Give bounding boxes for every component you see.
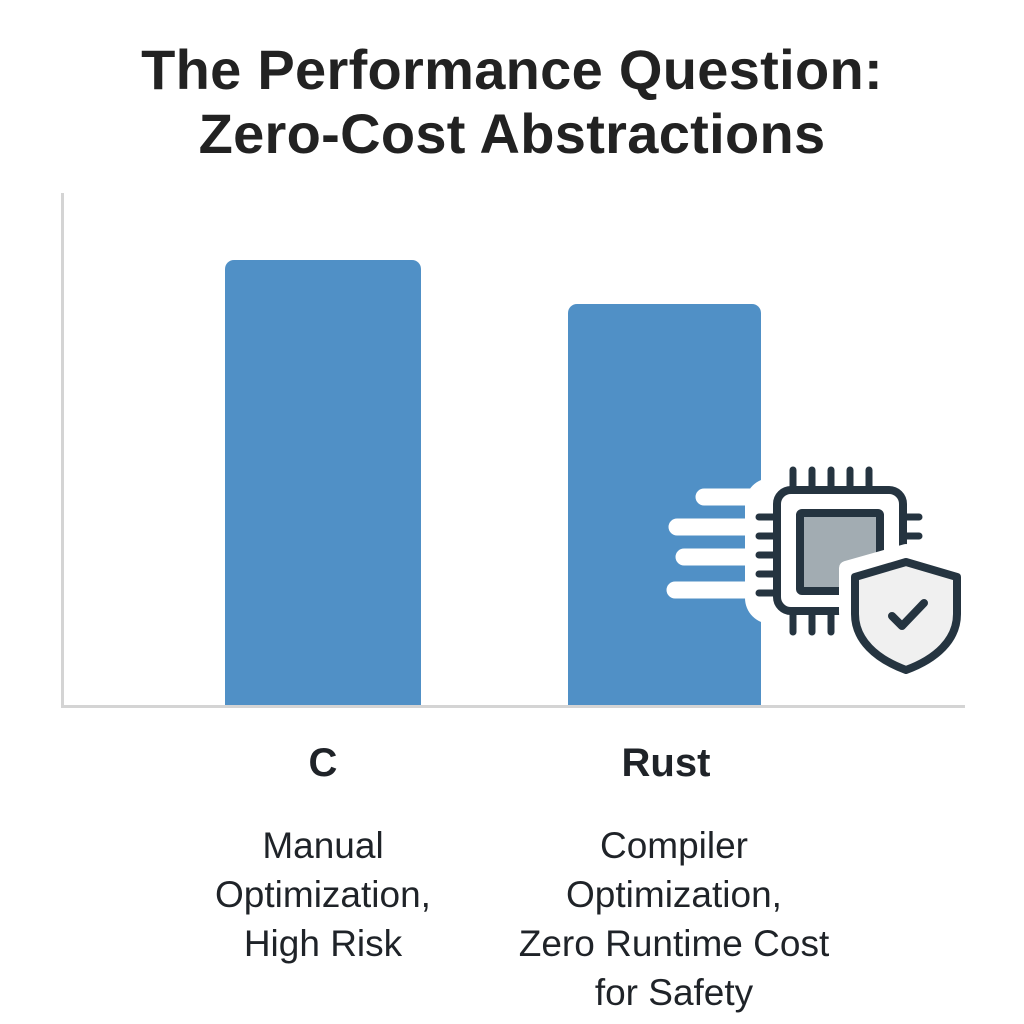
category-description-rust: Compiler Optimization, Zero Runtime Cost…: [474, 821, 874, 1017]
description-c-line-1: Manual: [262, 825, 384, 866]
description-c-line-2: Optimization,: [215, 874, 431, 915]
chip-core-icon: [796, 509, 884, 595]
chart-title: The Performance Question: Zero-Cost Abst…: [0, 38, 1024, 166]
description-rust-line-4: for Safety: [594, 972, 754, 1013]
bar-c: [225, 260, 421, 705]
category-description-c: Manual Optimization, High Risk: [143, 821, 503, 968]
category-label-c: C: [308, 741, 338, 785]
chip-pins-icon: [755, 466, 923, 636]
description-rust-line-3: Zero Runtime Cost: [518, 923, 830, 964]
description-rust-line-1: Compiler: [599, 825, 749, 866]
chart-title-line-1: The Performance Question:: [141, 38, 883, 101]
shield-icon: [851, 558, 961, 674]
y-axis: [61, 193, 64, 708]
description-c-line-3: High Risk: [243, 923, 403, 964]
chart-title-line-2: Zero-Cost Abstractions: [198, 102, 826, 165]
bar-rust: [568, 304, 761, 705]
x-axis: [61, 705, 965, 708]
chip-body-icon: [773, 486, 907, 615]
category-label-rust: Rust: [621, 741, 711, 785]
description-rust-line-2: Optimization,: [566, 874, 782, 915]
checkmark-icon: [888, 599, 928, 630]
